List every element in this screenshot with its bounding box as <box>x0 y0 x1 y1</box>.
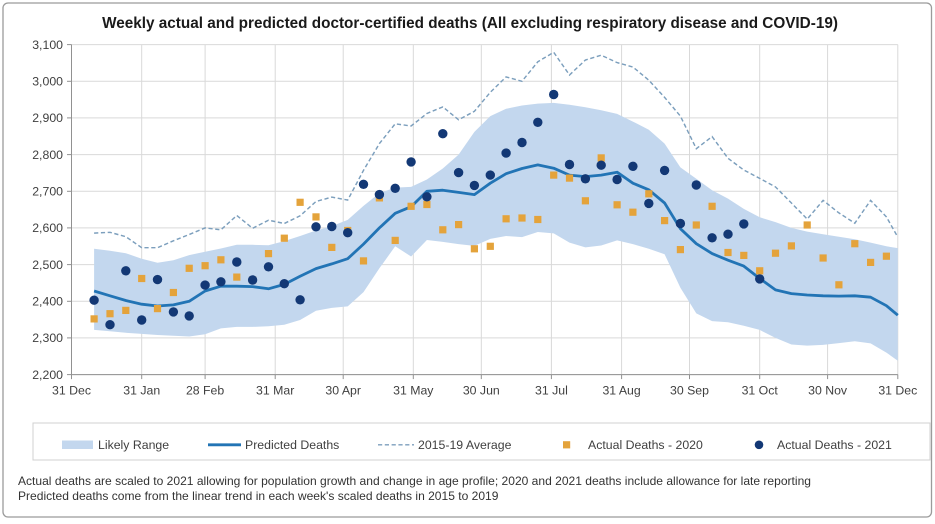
svg-text:2,200: 2,200 <box>32 368 63 382</box>
svg-text:30 Apr: 30 Apr <box>325 384 361 398</box>
svg-text:Predicted deaths come from the: Predicted deaths come from the linear tr… <box>18 489 499 503</box>
svg-text:2015-19 Average: 2015-19 Average <box>418 438 512 452</box>
svg-text:Weekly actual and predicted do: Weekly actual and predicted doctor-certi… <box>102 15 838 32</box>
svg-text:3,100: 3,100 <box>32 38 63 52</box>
svg-text:31 Oct: 31 Oct <box>742 384 779 398</box>
svg-text:Actual Deaths - 2020: Actual Deaths - 2020 <box>588 438 703 452</box>
svg-text:28 Feb: 28 Feb <box>186 384 224 398</box>
svg-text:2,900: 2,900 <box>32 111 63 125</box>
svg-text:3,000: 3,000 <box>32 75 63 89</box>
svg-text:2,300: 2,300 <box>32 331 63 345</box>
svg-text:Actual deaths are scaled to 20: Actual deaths are scaled to 2021 allowin… <box>18 474 811 488</box>
svg-text:Actual Deaths - 2021: Actual Deaths - 2021 <box>777 438 892 452</box>
svg-text:2,700: 2,700 <box>32 185 63 199</box>
svg-text:31 May: 31 May <box>393 384 434 398</box>
svg-text:31 Dec: 31 Dec <box>52 384 91 398</box>
svg-text:31 Jan: 31 Jan <box>123 384 160 398</box>
svg-text:31 Mar: 31 Mar <box>256 384 294 398</box>
svg-text:31 Dec: 31 Dec <box>878 384 917 398</box>
svg-text:31 Jul: 31 Jul <box>535 384 568 398</box>
svg-text:Predicted Deaths: Predicted Deaths <box>245 438 339 452</box>
svg-text:2,600: 2,600 <box>32 221 63 235</box>
svg-text:2,500: 2,500 <box>32 258 63 272</box>
svg-text:Likely Range: Likely Range <box>98 438 169 452</box>
svg-text:31 Aug: 31 Aug <box>602 384 640 398</box>
svg-text:2,800: 2,800 <box>32 148 63 162</box>
svg-text:30 Jun: 30 Jun <box>463 384 500 398</box>
svg-text:30 Sep: 30 Sep <box>670 384 709 398</box>
svg-text:2,400: 2,400 <box>32 295 63 309</box>
svg-text:30 Nov: 30 Nov <box>808 384 848 398</box>
